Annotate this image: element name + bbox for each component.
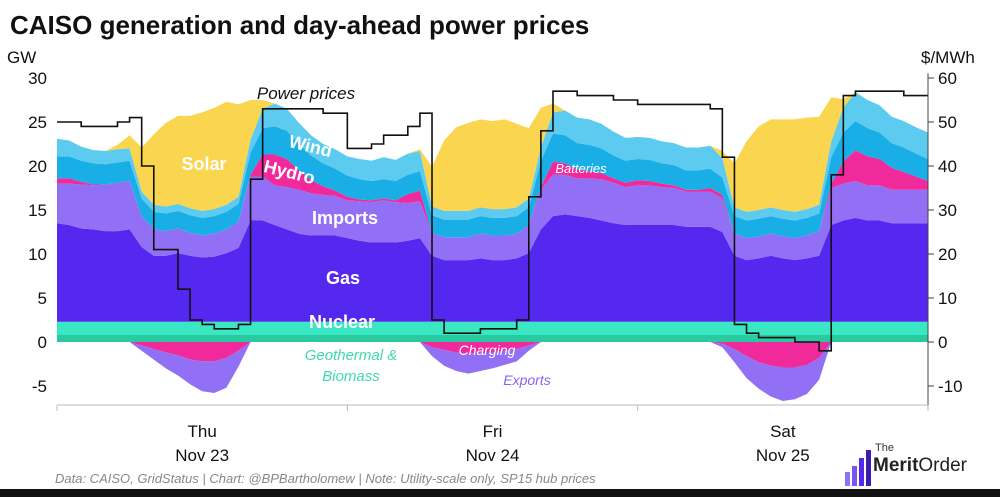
right-tick-label: -10	[938, 377, 963, 396]
logo-bars-icon	[845, 450, 871, 486]
right-tick-label: 20	[938, 245, 957, 264]
left-tick-label: 25	[28, 113, 47, 132]
day-label: Thu	[188, 422, 217, 441]
right-tick-label: 40	[938, 157, 957, 176]
area-exports	[57, 342, 928, 401]
source-note: Data: CAISO, GridStatus | Chart: @BPBart…	[55, 471, 596, 486]
area-layers	[57, 90, 928, 401]
area-wind	[57, 92, 928, 221]
left-tick-label: 5	[38, 289, 47, 308]
area-geothermal-biomass	[57, 334, 928, 342]
chart-title: CAISO generation and day-ahead power pri…	[10, 10, 590, 40]
left-tick-label: 0	[38, 333, 47, 352]
right-tick-label: 60	[938, 69, 957, 88]
right-tick-label: 10	[938, 289, 957, 308]
day-label: Fri	[483, 422, 503, 441]
left-tick-label: -5	[32, 377, 47, 396]
date-label: Nov 23	[175, 446, 229, 465]
area-charging	[57, 342, 928, 368]
label-charging: Charging	[459, 342, 516, 358]
left-tick-label: 10	[28, 245, 47, 264]
area-hydro	[57, 121, 928, 239]
right-tick-label: 50	[938, 113, 957, 132]
label-solar: Solar	[181, 154, 226, 174]
left-tick-label: 20	[28, 157, 47, 176]
label-biomass: Biomass	[322, 368, 380, 385]
label-batteries: Batteries	[555, 161, 607, 176]
label-geothermal: Geothermal &	[305, 347, 398, 364]
label-prices: Power prices	[257, 84, 356, 103]
logo-order: Order	[918, 455, 967, 476]
left-axis-title: GW	[7, 48, 36, 67]
right-tick-label: 30	[938, 201, 957, 220]
date-label: Nov 24	[466, 446, 520, 465]
merit-order-logo: The MeritOrder	[843, 440, 993, 488]
right-axis-title: $/MWh	[921, 48, 975, 67]
series-labels: SolarWindHydroImportsGasNuclearBatteries…	[181, 84, 607, 388]
right-tick-label: 0	[938, 333, 947, 352]
price-line	[57, 90, 928, 352]
label-imports: Imports	[312, 208, 378, 228]
area-gas	[57, 214, 928, 322]
area-batteries	[57, 150, 928, 239]
date-label: Nov 25	[756, 446, 810, 465]
logo-the: The	[875, 442, 894, 454]
left-tick-label: 15	[28, 201, 47, 220]
area-imports	[57, 174, 928, 261]
footer-bar	[0, 489, 1000, 497]
label-exports: Exports	[503, 372, 550, 388]
area-solar	[57, 92, 928, 212]
left-tick-label: 30	[28, 69, 47, 88]
logo-name: MeritOrder	[873, 455, 967, 477]
label-nuclear: Nuclear	[309, 312, 375, 332]
day-label: Sat	[770, 422, 796, 441]
label-gas: Gas	[326, 268, 360, 288]
logo-merit: Merit	[873, 455, 919, 476]
